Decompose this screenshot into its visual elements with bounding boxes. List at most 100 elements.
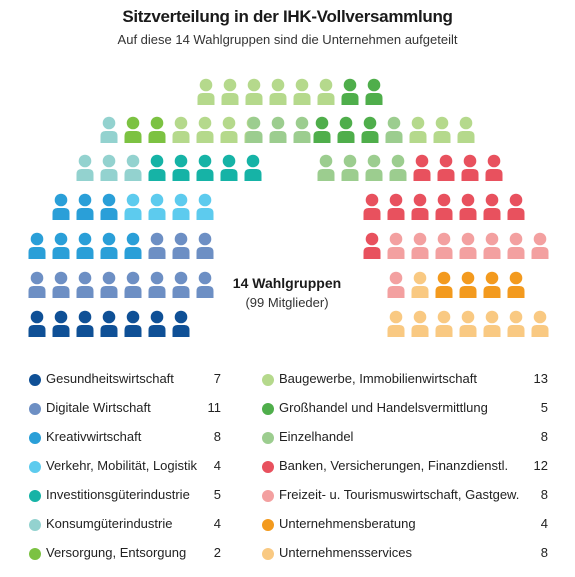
seat-head <box>485 271 499 285</box>
seat-head <box>199 78 213 92</box>
seat-body <box>317 93 335 105</box>
seat-body <box>76 325 94 337</box>
legend-label: Investitionsgüterindustrie <box>46 487 190 502</box>
seat-body <box>100 169 118 181</box>
seat-body <box>148 169 166 181</box>
seat-digitale-wirtschaft <box>172 232 190 259</box>
seat-einzelhandel <box>341 154 359 181</box>
seat-body <box>269 93 287 105</box>
seat-body <box>100 286 118 298</box>
seat-banken-versicherungen-finanzdienstl <box>485 154 503 181</box>
seat-banken-versicherungen-finanzdienstl <box>437 154 455 181</box>
seat-baugewerbe-immobilienwirtschaft <box>433 116 451 143</box>
seat-head <box>533 310 547 324</box>
seat-baugewerbe-immobilienwirtschaft <box>457 116 475 143</box>
seat-body <box>341 93 359 105</box>
seat-head <box>509 310 523 324</box>
seat-body <box>459 325 477 337</box>
seat-body <box>172 208 190 220</box>
seat-baugewerbe-immobilienwirtschaft <box>317 78 335 105</box>
seat-head <box>437 310 451 324</box>
seat-body <box>361 131 379 143</box>
seat-digitale-wirtschaft <box>196 232 214 259</box>
seat-body <box>363 208 381 220</box>
seat-body <box>221 93 239 105</box>
legend-dot <box>29 461 41 473</box>
seat-head <box>247 78 261 92</box>
seat-banken-versicherungen-finanzdienstl <box>387 193 405 220</box>
seat-body <box>483 208 501 220</box>
seat-body <box>365 93 383 105</box>
seat-body <box>341 169 359 181</box>
seat-head <box>54 232 68 246</box>
seat-head <box>437 232 451 246</box>
legend-label: Kreativwirtschaft <box>46 429 142 444</box>
seat-body <box>100 131 118 143</box>
seat-einzelhandel <box>365 154 383 181</box>
legend-dot <box>262 490 274 502</box>
seat-head <box>439 154 453 168</box>
seat-einzelhandel <box>269 116 287 143</box>
seat-head <box>509 271 523 285</box>
seat-body <box>485 169 503 181</box>
legend-dot <box>262 432 274 444</box>
seat-investitionsgüterindustrie <box>148 154 166 181</box>
seat-head <box>150 116 164 130</box>
seat-body <box>124 325 142 337</box>
legend-label: Unternehmensservices <box>279 545 412 560</box>
seat-head <box>126 232 140 246</box>
seat-body <box>269 131 287 143</box>
seat-head <box>198 271 212 285</box>
seat-head <box>223 78 237 92</box>
seat-head <box>319 78 333 92</box>
seat-banken-versicherungen-finanzdienstl <box>363 232 381 259</box>
legend-count: 12 <box>533 458 548 473</box>
seat-head <box>461 232 475 246</box>
seat-unternehmensservices <box>411 271 429 298</box>
legend-label: Großhandel und Handelsvermittlung <box>279 400 488 415</box>
seat-body <box>52 247 70 259</box>
seat-head <box>367 78 381 92</box>
seat-body <box>435 247 453 259</box>
seat-body <box>124 169 142 181</box>
seat-head <box>150 310 164 324</box>
seat-freizeit-u-tourismuswirtschaft-gastgew <box>459 232 477 259</box>
legend-dot <box>29 403 41 415</box>
seat-body <box>76 208 94 220</box>
seat-body <box>435 325 453 337</box>
seat-head <box>150 154 164 168</box>
seat-unternehmensservices <box>435 310 453 337</box>
seat-unternehmensberatung <box>435 271 453 298</box>
seat-body <box>100 325 118 337</box>
seat-body <box>483 286 501 298</box>
seat-gesundheitswirtschaft <box>172 310 190 337</box>
legend-label: Banken, Versicherungen, Finanzdienstl. <box>279 458 509 473</box>
legend-label: Freizeit- u. Tourismuswirtschaft, Gastge… <box>279 487 520 502</box>
seat-head <box>487 154 501 168</box>
seat-body <box>76 286 94 298</box>
seat-body <box>483 247 501 259</box>
seat-body <box>76 247 94 259</box>
seat-body <box>411 325 429 337</box>
seat-unternehmensberatung <box>459 271 477 298</box>
seat-verkehr-mobilität-logistik <box>148 193 166 220</box>
seat-investitionsgüterindustrie <box>172 154 190 181</box>
seat-body <box>387 208 405 220</box>
seat-body <box>52 208 70 220</box>
seat-kreativwirtschaft <box>100 193 118 220</box>
legend-label: Einzelhandel <box>279 429 354 444</box>
seat-head <box>174 310 188 324</box>
seat-einzelhandel <box>293 116 311 143</box>
seat-body <box>196 286 214 298</box>
seat-body <box>413 169 431 181</box>
seat-head <box>78 154 92 168</box>
seat-head <box>126 116 140 130</box>
seat-head <box>413 271 427 285</box>
seat-head <box>78 232 92 246</box>
seat-head <box>198 116 212 130</box>
seat-body <box>411 286 429 298</box>
seat-body <box>100 247 118 259</box>
seat-banken-versicherungen-finanzdienstl <box>363 193 381 220</box>
seat-einzelhandel <box>245 116 263 143</box>
